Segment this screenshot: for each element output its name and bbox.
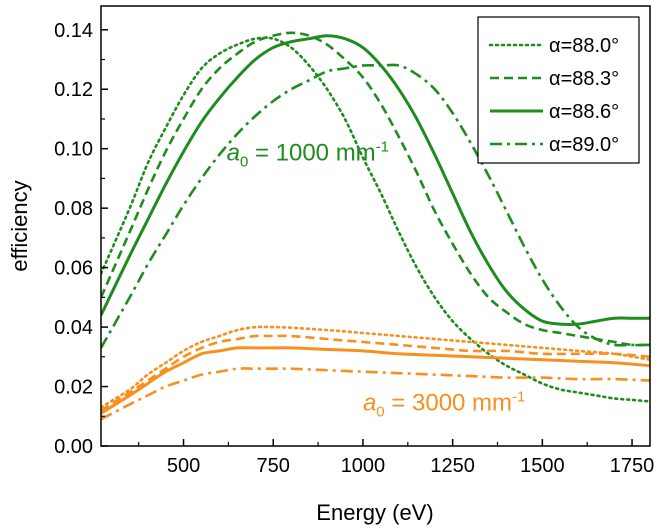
legend-label: α=88.6° (549, 101, 619, 123)
series-line-a0-3000-alpha-88.0 (101, 325, 650, 409)
series-line-a0-1000-alpha-88.3 (101, 31, 650, 347)
y-axis-label: efficiency (7, 180, 32, 271)
y-tick-label: 0.08 (54, 198, 93, 220)
y-tick-label: 0.06 (54, 258, 93, 280)
series-line-a0-3000-alpha-88.6 (101, 346, 650, 415)
legend: α=88.0° α=88.3° α=88.6° α=89.0° (477, 16, 640, 164)
series-line-a0-1000-alpha-89.0 (101, 63, 650, 349)
group-annotation: a0 = 3000 mm-1 (363, 388, 525, 420)
y-tick-label: 0.04 (54, 317, 93, 339)
y-tick-label: 0.00 (54, 436, 93, 458)
annotations: a0 = 1000 mm-1 a0 = 3000 mm-1 (227, 139, 526, 421)
x-tick-label: 500 (167, 455, 200, 477)
series-line-a0-1000-alpha-88.0 (101, 36, 650, 403)
legend-box (477, 16, 640, 164)
legend-label: α=89.0° (549, 134, 619, 156)
series-line-a0-3000-alpha-88.3 (101, 334, 650, 412)
series-line-a0-3000-alpha-89.0 (101, 367, 650, 421)
plot-frame (100, 5, 651, 447)
x-tick-label: 1000 (341, 455, 386, 477)
legend-label: α=88.0° (549, 35, 619, 57)
legend-label: α=88.3° (549, 68, 619, 90)
x-tick-label: 1500 (520, 455, 565, 477)
x-tick-label: 1250 (430, 455, 475, 477)
group-annotation: a0 = 1000 mm-1 (227, 139, 389, 171)
y-tick-label: 0.10 (54, 139, 93, 161)
plot-lines (101, 31, 650, 421)
x-tick-label: 750 (257, 455, 290, 477)
y-tick-label: 0.14 (54, 20, 93, 42)
y-tick-label: 0.12 (54, 79, 93, 101)
x-axis-label: Energy (eV) (316, 500, 433, 525)
axis-ticks: 500 750 1000 1250 1500 1750 0.00 0.02 0.04 0.06 0.… (54, 20, 654, 477)
y-tick-label: 0.02 (54, 377, 93, 399)
x-tick-label: 1750 (610, 455, 655, 477)
